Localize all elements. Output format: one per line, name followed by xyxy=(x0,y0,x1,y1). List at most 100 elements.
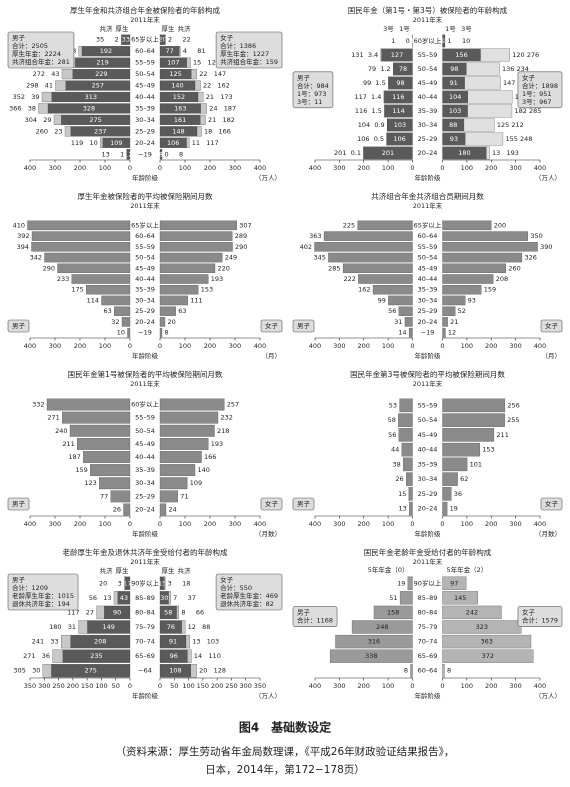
bar-segment xyxy=(96,605,105,620)
bar-segment xyxy=(399,398,413,413)
bar-segment xyxy=(31,242,131,252)
category-label: 60–64 xyxy=(418,232,438,240)
legend-text: 厚生年金：2224 xyxy=(12,49,61,58)
bar-segment xyxy=(442,457,468,472)
bar-segment xyxy=(113,591,118,605)
x-tick-label: 100 xyxy=(382,682,394,690)
x-tick-label: 400 xyxy=(24,342,36,350)
value-label: 23 xyxy=(54,127,62,135)
bar-segment xyxy=(176,605,180,620)
category-label: 85–89 xyxy=(418,594,438,602)
value-label: 123 xyxy=(84,479,96,487)
x-tick-label: 300 xyxy=(509,164,521,172)
value-label: 107 xyxy=(167,59,179,67)
category-label: 25–29 xyxy=(418,135,438,143)
legend-text: 3号：11 xyxy=(297,98,322,106)
bar-segment xyxy=(64,126,71,137)
bar-segment xyxy=(44,252,131,263)
value-label: 29 xyxy=(43,116,51,124)
legend-text: 男子 xyxy=(12,322,26,330)
value-label: 27 xyxy=(86,608,94,616)
unit-label: （月） xyxy=(542,352,562,360)
x-tick-label: 200 xyxy=(485,164,497,172)
value-label: 78 xyxy=(399,65,407,73)
category-label: 50–54 xyxy=(135,427,155,435)
x-tick-label: 400 xyxy=(534,342,546,350)
total-label: 35 xyxy=(96,36,104,44)
x-tick-label: 300 xyxy=(229,164,241,172)
bar-segment xyxy=(486,146,490,160)
bar-segment xyxy=(409,501,413,516)
series-header: 共济 xyxy=(100,24,114,33)
chart-subtitle: 2011年末 xyxy=(130,557,160,566)
value-label: 1.5 xyxy=(375,79,385,87)
x-tick-label: 150 xyxy=(197,682,209,690)
value-label: 1 xyxy=(410,37,414,45)
x-tick-label: 300 xyxy=(240,682,252,690)
x-tick-label: 300 xyxy=(49,342,61,350)
value-label: 99 xyxy=(378,296,386,304)
value-label: 161 xyxy=(174,116,186,124)
bar-segment xyxy=(83,451,131,463)
x-axis-label: 年龄阶级 xyxy=(415,173,442,182)
x-tick-label: 300 xyxy=(49,520,61,528)
bar-segment xyxy=(159,327,163,338)
bar-segment xyxy=(200,103,207,114)
bar-segment xyxy=(200,114,206,125)
value-label: 14 xyxy=(398,329,406,337)
value-label: 256 xyxy=(507,401,519,409)
bar-segment xyxy=(442,487,452,501)
x-tick-label: 0 xyxy=(158,520,162,528)
bar-segment xyxy=(357,220,413,231)
category-label: 45–49 xyxy=(418,79,438,87)
category-label: 25–29 xyxy=(418,307,438,315)
bar-segment xyxy=(465,132,504,146)
x-tick-label: 300 xyxy=(229,342,241,350)
value-label: 1 xyxy=(120,150,124,158)
chart-subtitle: 2011年末 xyxy=(130,379,160,388)
legend-box xyxy=(7,573,79,611)
bar-segment xyxy=(185,634,190,649)
category-label: 90岁以上 xyxy=(414,578,442,587)
value-label: 31 xyxy=(394,318,402,326)
total-label: 173 xyxy=(220,93,232,101)
value-label: 307 xyxy=(239,221,251,229)
total-label: 8 xyxy=(179,150,183,158)
value-label: 33 xyxy=(50,638,58,646)
series-header: 厚生 xyxy=(162,24,176,33)
total-label: 201 xyxy=(334,149,346,157)
value-label: 36 xyxy=(454,490,462,498)
value-label: 229 xyxy=(95,70,107,78)
category-label: 35–39 xyxy=(135,286,155,294)
value-label: 218 xyxy=(217,427,229,435)
total-label: 110 xyxy=(208,652,220,660)
value-label: 0.9 xyxy=(374,121,384,129)
x-tick-label: 300 xyxy=(333,342,345,350)
value-label: 285 xyxy=(328,264,340,272)
x-tick-label: 100 xyxy=(95,682,107,690)
bar-segment xyxy=(404,317,413,327)
total-label: 147 xyxy=(214,70,226,78)
legend-text: 退休共济年金：82 xyxy=(220,599,274,608)
value-label: 219 xyxy=(96,59,108,67)
bar-segment xyxy=(442,649,534,663)
value-label: 24 xyxy=(209,104,217,112)
bar-segment xyxy=(187,649,192,663)
category-label: 35–39 xyxy=(135,104,155,112)
value-label: 0 xyxy=(406,37,410,45)
bar-segment xyxy=(114,306,131,316)
legend-box xyxy=(292,497,315,511)
bar-segment xyxy=(159,451,202,463)
bar-segment xyxy=(159,274,209,284)
legend-text: 女子 xyxy=(265,321,279,330)
total-label: 212 xyxy=(511,121,523,129)
bar-segment xyxy=(159,477,188,490)
category-label: 25–29 xyxy=(135,492,155,500)
value-label: 106 xyxy=(393,135,405,143)
unit-label: （月） xyxy=(262,352,282,360)
bar-segment xyxy=(78,620,88,634)
legend-box xyxy=(292,319,315,333)
total-label: 122 xyxy=(208,59,220,67)
value-label: 152 xyxy=(173,93,185,101)
category-label: 40–44 xyxy=(135,453,155,461)
